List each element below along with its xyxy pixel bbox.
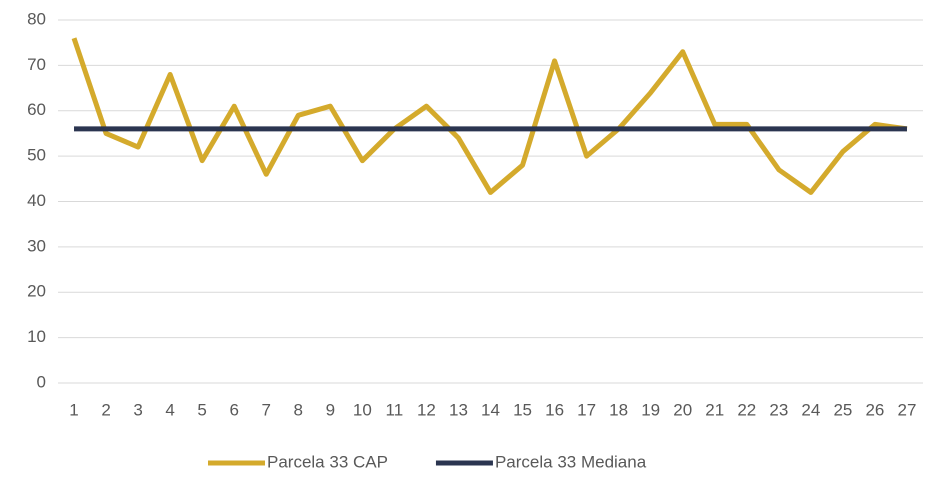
y-tick-label: 80	[27, 9, 46, 28]
x-tick-label: 16	[545, 400, 564, 419]
y-tick-label: 50	[27, 146, 46, 165]
x-tick-label: 15	[513, 400, 532, 419]
x-tick-label: 22	[737, 400, 756, 419]
series-line	[71, 37, 908, 195]
x-tick-label: 3	[133, 400, 142, 419]
x-tick-label: 4	[165, 400, 174, 419]
x-tick-label: 5	[197, 400, 206, 419]
x-tick-label: 17	[577, 400, 596, 419]
x-tick-label: 9	[326, 400, 335, 419]
y-tick-label: 30	[27, 236, 46, 255]
x-tick-label: 11	[386, 400, 404, 419]
y-tick-label: 20	[27, 282, 46, 301]
x-tick-label: 23	[769, 400, 788, 419]
x-tick-label: 14	[481, 400, 500, 419]
x-tick-label: 6	[229, 400, 238, 419]
x-tick-label: 13	[449, 400, 468, 419]
x-tick-label: 8	[294, 400, 303, 419]
x-tick-label: 12	[417, 400, 436, 419]
x-tick-label: 20	[673, 400, 692, 419]
y-tick-label: 70	[27, 55, 46, 74]
x-tick-label: 10	[353, 400, 372, 419]
x-tick-label: 26	[865, 400, 884, 419]
x-tick-label: 19	[641, 400, 660, 419]
legend-label: Parcela 33 Mediana	[495, 452, 647, 471]
x-tick-label: 18	[609, 400, 628, 419]
y-tick-label: 0	[37, 372, 46, 391]
legend-label: Parcela 33 CAP	[267, 452, 388, 471]
x-tick-label: 27	[898, 400, 917, 419]
x-tick-label: 21	[705, 400, 724, 419]
x-tick-label: 2	[101, 400, 110, 419]
x-tick-label: 24	[801, 400, 820, 419]
y-tick-label: 40	[27, 191, 46, 210]
x-tick-label: 25	[833, 400, 852, 419]
x-tick-label: 1	[69, 400, 78, 419]
y-tick-label: 60	[27, 100, 46, 119]
y-tick-label: 10	[27, 327, 46, 346]
x-tick-label: 7	[262, 400, 271, 419]
